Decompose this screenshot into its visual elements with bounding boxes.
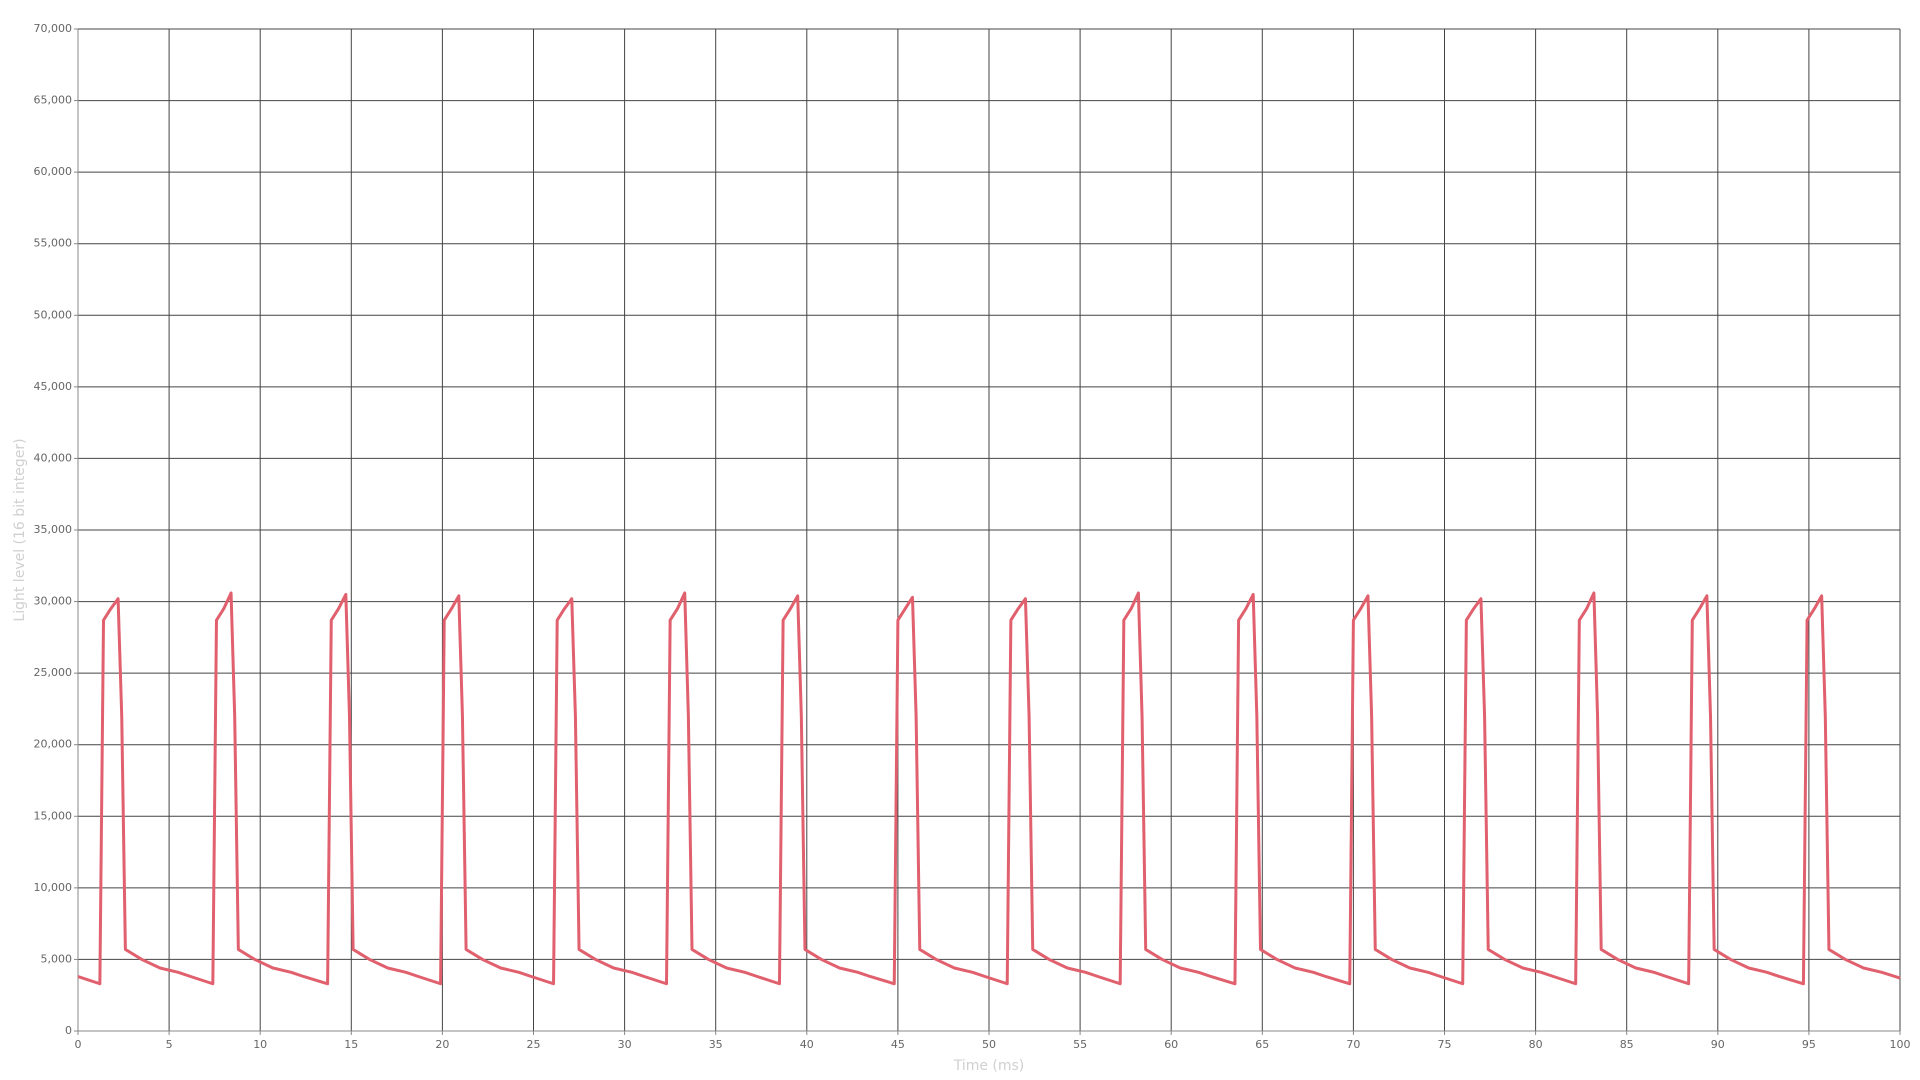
x-tick-label: 45 bbox=[891, 1038, 905, 1051]
x-tick-label: 90 bbox=[1711, 1038, 1725, 1051]
x-tick-label: 15 bbox=[344, 1038, 358, 1051]
x-tick-label: 70 bbox=[1346, 1038, 1360, 1051]
y-tick-label: 45,000 bbox=[34, 380, 73, 393]
x-tick-label: 30 bbox=[618, 1038, 632, 1051]
y-tick-label: 50,000 bbox=[34, 308, 73, 321]
x-axis-title: Time (ms) bbox=[953, 1058, 1025, 1074]
y-tick-label: 30,000 bbox=[34, 595, 73, 608]
line-series bbox=[77, 591, 1901, 986]
y-tick-label: 55,000 bbox=[34, 237, 73, 250]
y-tick-label: 25,000 bbox=[34, 666, 73, 679]
y-tick-label: 5,000 bbox=[41, 952, 73, 965]
x-tick-label: 25 bbox=[527, 1038, 541, 1051]
x-tick-label: 60 bbox=[1164, 1038, 1178, 1051]
x-tick-label: 80 bbox=[1529, 1038, 1543, 1051]
x-tick-label: 100 bbox=[1890, 1038, 1911, 1051]
x-tick-label: 95 bbox=[1802, 1038, 1816, 1051]
x-tick-label: 10 bbox=[253, 1038, 267, 1051]
y-axis-title: Light level (16 bit integer) bbox=[12, 438, 28, 621]
x-tick-label: 5 bbox=[166, 1038, 173, 1051]
y-tick-label: 0 bbox=[65, 1024, 72, 1037]
x-tick-label: 55 bbox=[1073, 1038, 1087, 1051]
y-tick-label: 35,000 bbox=[34, 523, 73, 536]
x-tick-label: 50 bbox=[982, 1038, 996, 1051]
x-tick-label: 85 bbox=[1620, 1038, 1634, 1051]
y-tick-label: 65,000 bbox=[34, 94, 73, 107]
y-tick-label: 60,000 bbox=[34, 165, 73, 178]
x-tick-label: 20 bbox=[435, 1038, 449, 1051]
x-tick-label: 0 bbox=[75, 1038, 82, 1051]
x-tick-label: 40 bbox=[800, 1038, 814, 1051]
y-tick-label: 15,000 bbox=[34, 809, 73, 822]
x-tick-label: 65 bbox=[1255, 1038, 1269, 1051]
x-tick-label: 75 bbox=[1438, 1038, 1452, 1051]
y-tick-label: 10,000 bbox=[34, 881, 73, 894]
y-tick-label: 20,000 bbox=[34, 738, 73, 751]
x-tick-label: 35 bbox=[709, 1038, 723, 1051]
y-tick-label: 70,000 bbox=[34, 22, 73, 35]
y-tick-label: 40,000 bbox=[34, 451, 73, 464]
